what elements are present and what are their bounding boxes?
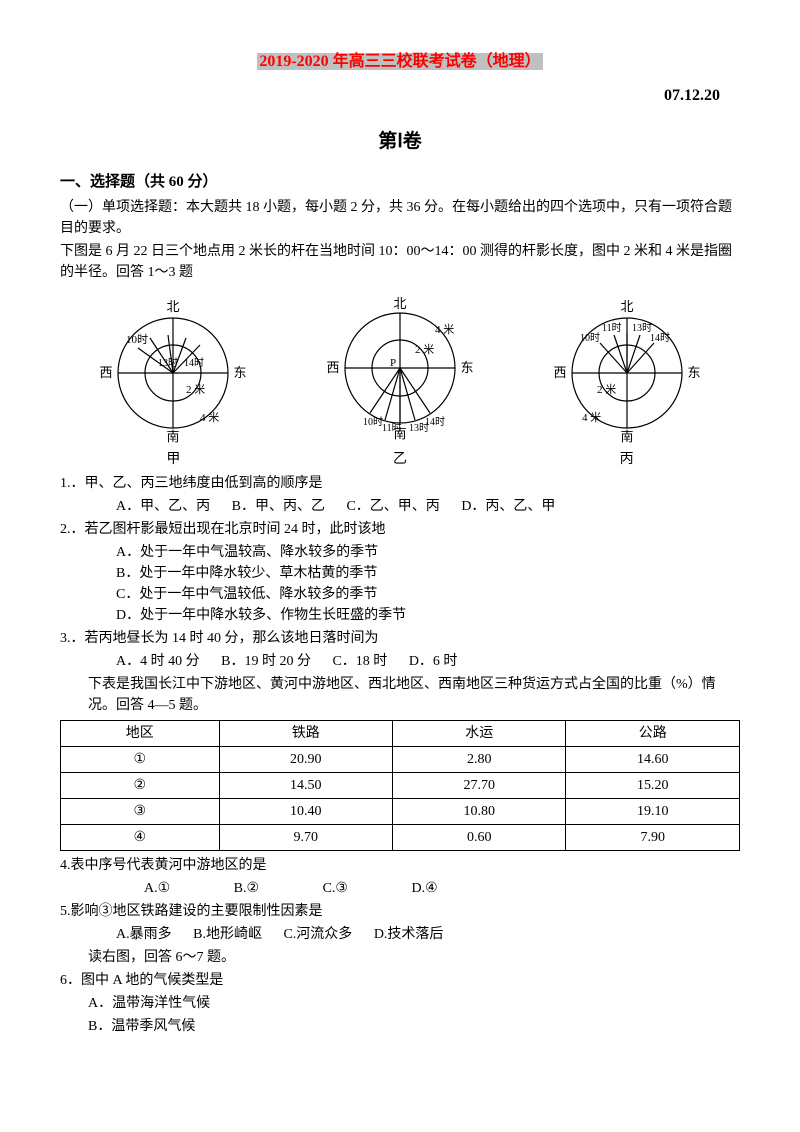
title-rest: 年高三三校联考试卷（地理）: [331, 53, 543, 70]
q2-c: C．处于一年中气温较低、降水较多的季节: [116, 584, 740, 605]
caption-bing: 丙: [542, 452, 712, 469]
svg-text:南: 南: [167, 429, 180, 443]
title-year: 2019-2020: [257, 53, 330, 70]
instruction-2: 下图是 6 月 22 日三个地点用 2 米长的杆在当地时间 10：00～14：0…: [60, 241, 740, 283]
q1-d: D．丙、乙、甲: [461, 496, 555, 517]
q2-stem: 2.．若乙图杆影最短出现在北京时间 24 时，此时该地: [60, 519, 740, 540]
q3-b: B．19 时 20 分: [221, 651, 311, 672]
q4-stem: 4.表中序号代表黄河中游地区的是: [60, 855, 740, 876]
transport-table: 地区 铁路 水运 公路 ①20.902.8014.60 ②14.5027.701…: [60, 720, 740, 851]
shadow-diagrams: 北 南 西 东 10时 13时 14时 2 米 4 米 甲: [60, 293, 740, 469]
svg-text:西: 西: [553, 365, 566, 380]
q5-options: A.暴雨多 B.地形崎岖 C.河流众多 D.技术落后: [116, 924, 740, 945]
svg-text:4 米: 4 米: [582, 411, 601, 424]
q3-d: D．6 时: [409, 651, 458, 672]
table-header-row: 地区 铁路 水运 公路: [61, 720, 740, 746]
svg-text:北: 北: [620, 299, 633, 314]
th-water: 水运: [392, 720, 565, 746]
caption-yi: 乙: [315, 452, 485, 469]
svg-text:10时: 10时: [363, 416, 383, 428]
q1-stem: 1.．甲、乙、丙三地纬度由低到高的顺序是: [60, 473, 740, 494]
q5-d: D.技术落后: [374, 924, 444, 945]
svg-text:4 米: 4 米: [435, 323, 454, 336]
table-row: ③10.4010.8019.10: [61, 798, 740, 824]
svg-text:4 米: 4 米: [200, 411, 219, 424]
q5-c: C.河流众多: [283, 924, 352, 945]
q2-options: A．处于一年中气温较高、降水较多的季节 B．处于一年中降水较少、草木枯黄的季节 …: [60, 542, 740, 626]
table-row: ②14.5027.7015.20: [61, 772, 740, 798]
q3-a: A．4 时 40 分: [116, 651, 200, 672]
q4-b: B.②: [234, 878, 259, 899]
q3-stem: 3.．若丙地昼长为 14 时 40 分，那么该地日落时间为: [60, 628, 740, 649]
svg-text:14时: 14时: [650, 332, 670, 344]
q6-b: B．温带季风气候: [88, 1016, 740, 1037]
diagram-yi: 北 南 西 东 P 2 米 4 米 10时 11时 13时 14时 乙: [315, 293, 485, 469]
q5-a: A.暴雨多: [116, 924, 172, 945]
svg-text:南: 南: [620, 429, 633, 443]
q1-b: B．甲、丙、乙: [232, 496, 325, 517]
table-row: ④9.700.607.90: [61, 824, 740, 850]
q2-b: B．处于一年中降水较少、草木枯黄的季节: [116, 563, 740, 584]
label-north: 北: [167, 299, 180, 314]
instruction-1: （一）单项选择题：本大题共 18 小题，每小题 2 分，共 36 分。在每小题给…: [60, 197, 740, 239]
table-intro: 下表是我国长江中下游地区、黄河中游地区、西北地区、西南地区三种货运方式占全国的比…: [88, 674, 740, 716]
caption-jia: 甲: [88, 452, 258, 469]
svg-text:11时: 11时: [602, 322, 622, 334]
svg-text:10时: 10时: [580, 332, 600, 344]
svg-text:西: 西: [100, 365, 113, 380]
table-row: ①20.902.8014.60: [61, 746, 740, 772]
svg-text:西: 西: [326, 360, 339, 375]
q3-options: A．4 时 40 分 B．19 时 20 分 C．18 时 D．6 时: [116, 651, 740, 672]
th-rail: 铁路: [219, 720, 392, 746]
th-road: 公路: [566, 720, 740, 746]
heading-choice: 一、选择题（共 60 分）: [60, 171, 740, 194]
svg-text:14时: 14时: [184, 357, 204, 369]
section-label: 第Ⅰ卷: [60, 128, 740, 157]
q4-c: C.③: [323, 878, 348, 899]
q6-a: A．温带海洋性气候: [88, 993, 740, 1014]
svg-text:P: P: [390, 357, 396, 369]
exam-date: 07.12.20: [60, 84, 720, 108]
svg-text:东: 东: [234, 365, 247, 380]
svg-text:北: 北: [393, 296, 406, 311]
q1-a: A．甲、乙、丙: [116, 496, 210, 517]
svg-text:东: 东: [460, 360, 473, 375]
th-region: 地区: [61, 720, 220, 746]
svg-text:东: 东: [687, 365, 700, 380]
svg-text:13时: 13时: [632, 322, 652, 334]
svg-text:2 米: 2 米: [186, 383, 205, 396]
q1-c: C．乙、甲、丙: [346, 496, 439, 517]
q6-stem: 6．图中 A 地的气候类型是: [60, 970, 740, 991]
page-title: 2019-2020年高三三校联考试卷（地理）: [60, 50, 740, 74]
q2-a: A．处于一年中气温较高、降水较多的季节: [116, 542, 740, 563]
svg-text:14时: 14时: [425, 416, 445, 428]
diagram-bing: 北 南 西 东 10时 11时 13时 14时 2 米 4 米 丙: [542, 293, 712, 469]
svg-text:2 米: 2 米: [415, 343, 434, 356]
svg-text:11时: 11时: [382, 422, 402, 434]
svg-text:2 米: 2 米: [597, 383, 616, 396]
q4-a: A.①: [144, 878, 170, 899]
q4-options: A.① B.② C.③ D.④: [144, 878, 740, 899]
q2-d: D．处于一年中降水较多、作物生长旺盛的季节: [116, 605, 740, 626]
q1-options: A．甲、乙、丙 B．甲、丙、乙 C．乙、甲、丙 D．丙、乙、甲: [116, 496, 740, 517]
svg-text:10时: 10时: [126, 333, 148, 346]
diagram-jia: 北 南 西 东 10时 13时 14时 2 米 4 米 甲: [88, 293, 258, 469]
q4-d: D.④: [411, 878, 437, 899]
svg-text:13时: 13时: [158, 357, 178, 369]
q3-c: C．18 时: [332, 651, 387, 672]
q5-stem: 5.影响③地区铁路建设的主要限制性因素是: [60, 901, 740, 922]
map-intro: 读右图，回答 6～7 题。: [88, 947, 740, 968]
q5-b: B.地形崎岖: [193, 924, 262, 945]
